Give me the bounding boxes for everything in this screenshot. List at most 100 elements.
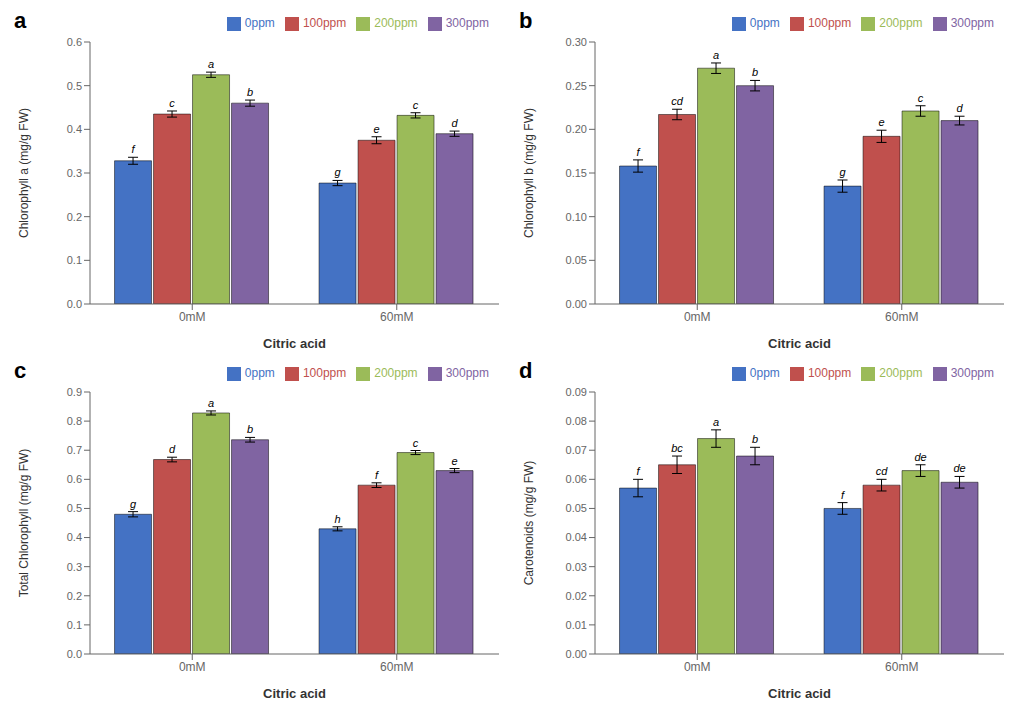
svg-text:0.8: 0.8	[67, 415, 82, 427]
svg-text:0mM: 0mM	[179, 310, 206, 324]
svg-text:0mM: 0mM	[684, 310, 711, 324]
svg-text:b: b	[247, 423, 253, 435]
html-text:300ppm: 300ppm	[445, 16, 489, 30]
svg-text:60mM: 60mM	[380, 660, 413, 674]
svg-text:0.1: 0.1	[67, 619, 82, 631]
svg-text:c: c	[169, 97, 175, 109]
svg-text:0.09: 0.09	[566, 386, 587, 398]
svg-text:0.30: 0.30	[566, 36, 587, 48]
svg-text:0.4: 0.4	[67, 123, 82, 135]
svg-text:h: h	[334, 513, 340, 525]
svg-text:f: f	[841, 489, 845, 501]
svg-text:Carotenoids (mg/g FW): Carotenoids (mg/g FW)	[522, 461, 536, 586]
svg-text:d: d	[169, 443, 176, 455]
svg-text:0.02: 0.02	[566, 590, 587, 602]
svg-text:0.03: 0.03	[566, 561, 587, 573]
svg-text:bc: bc	[671, 442, 683, 454]
svg-text:0mM: 0mM	[684, 660, 711, 674]
svg-text:0.05: 0.05	[566, 502, 587, 514]
html-text:100ppm: 100ppm	[302, 366, 347, 380]
svg-text:c: c	[918, 92, 924, 104]
svg-text:0.3: 0.3	[67, 561, 82, 573]
svg-text:0.00: 0.00	[566, 298, 587, 310]
svg-text:cd: cd	[671, 95, 684, 107]
svg-text:0.0: 0.0	[67, 648, 82, 660]
svg-text:0.04: 0.04	[566, 531, 587, 543]
html-text:0ppm: 0ppm	[749, 16, 780, 30]
svg-text:0.9: 0.9	[67, 386, 82, 398]
svg-text:f: f	[637, 146, 641, 158]
svg-text:0.07: 0.07	[566, 444, 587, 456]
svg-text:c: c	[413, 437, 419, 449]
svg-text:b: b	[752, 66, 758, 78]
svg-text:0.25: 0.25	[566, 80, 587, 92]
html-text:300ppm: 300ppm	[950, 16, 994, 30]
html-text:200ppm: 200ppm	[374, 366, 418, 380]
svg-text:a: a	[713, 416, 719, 428]
html-text:100ppm: 100ppm	[807, 16, 852, 30]
svg-text:60mM: 60mM	[885, 310, 918, 324]
html-text:200ppm: 200ppm	[374, 16, 418, 30]
svg-text:a: a	[208, 58, 214, 70]
html-text:d: d	[519, 358, 533, 383]
html-text:200ppm: 200ppm	[879, 16, 923, 30]
svg-text:e: e	[878, 116, 884, 128]
html-text:200ppm: 200ppm	[879, 366, 923, 380]
svg-text:0.2: 0.2	[67, 590, 82, 602]
html-text:300ppm: 300ppm	[950, 366, 994, 380]
svg-text:0.00: 0.00	[566, 648, 587, 660]
svg-text:Citric acid: Citric acid	[263, 686, 326, 701]
html-text:100ppm: 100ppm	[302, 16, 347, 30]
svg-text:a: a	[713, 49, 719, 61]
svg-text:0.3: 0.3	[67, 167, 82, 179]
svg-text:0.0: 0.0	[67, 298, 82, 310]
svg-text:0mM: 0mM	[179, 660, 206, 674]
svg-text:0.06: 0.06	[566, 473, 587, 485]
svg-text:f: f	[637, 465, 641, 477]
svg-text:0.6: 0.6	[67, 473, 82, 485]
html-text:0ppm: 0ppm	[244, 366, 275, 380]
svg-text:0.5: 0.5	[67, 80, 82, 92]
svg-text:Total Chlorophyll (mg/g FW): Total Chlorophyll (mg/g FW)	[17, 449, 31, 598]
html-text:300ppm: 300ppm	[445, 366, 489, 380]
svg-text:cd: cd	[876, 465, 889, 477]
html-text:0ppm: 0ppm	[749, 366, 780, 380]
svg-text:d: d	[451, 117, 458, 129]
svg-text:de: de	[953, 462, 965, 474]
svg-text:0.20: 0.20	[566, 123, 587, 135]
svg-text:f: f	[375, 469, 379, 481]
svg-text:0.6: 0.6	[67, 36, 82, 48]
svg-text:a: a	[208, 397, 214, 409]
svg-text:0.4: 0.4	[67, 531, 82, 543]
svg-text:0.01: 0.01	[566, 619, 587, 631]
html-text:100ppm: 100ppm	[807, 366, 852, 380]
svg-text:0.08: 0.08	[566, 415, 587, 427]
svg-text:Citric acid: Citric acid	[768, 336, 831, 351]
svg-text:0.1: 0.1	[67, 254, 82, 266]
svg-text:g: g	[334, 166, 341, 178]
svg-text:0.15: 0.15	[566, 167, 587, 179]
svg-text:g: g	[839, 166, 846, 178]
svg-text:60mM: 60mM	[380, 310, 413, 324]
svg-text:0.2: 0.2	[67, 211, 82, 223]
svg-text:e: e	[373, 123, 379, 135]
svg-text:e: e	[451, 455, 457, 467]
svg-text:60mM: 60mM	[885, 660, 918, 674]
svg-text:b: b	[247, 86, 253, 98]
svg-text:0.7: 0.7	[67, 444, 82, 456]
html-text:0ppm: 0ppm	[244, 16, 275, 30]
svg-text:g: g	[130, 498, 137, 510]
svg-text:0.05: 0.05	[566, 254, 587, 266]
svg-text:de: de	[914, 451, 926, 463]
svg-text:0.10: 0.10	[566, 211, 587, 223]
svg-text:b: b	[752, 433, 758, 445]
svg-text:f: f	[132, 143, 136, 155]
svg-text:d: d	[956, 102, 963, 114]
html-text:b: b	[519, 8, 533, 33]
svg-text:0.5: 0.5	[67, 502, 82, 514]
svg-text:Citric acid: Citric acid	[263, 336, 326, 351]
svg-text:Chlorophyll a (mg/g FW): Chlorophyll a (mg/g FW)	[17, 108, 31, 238]
svg-text:c: c	[413, 99, 419, 111]
svg-text:Citric acid: Citric acid	[768, 686, 831, 701]
svg-text:Chlorophyll b (mg/g FW): Chlorophyll b (mg/g FW)	[522, 108, 536, 238]
